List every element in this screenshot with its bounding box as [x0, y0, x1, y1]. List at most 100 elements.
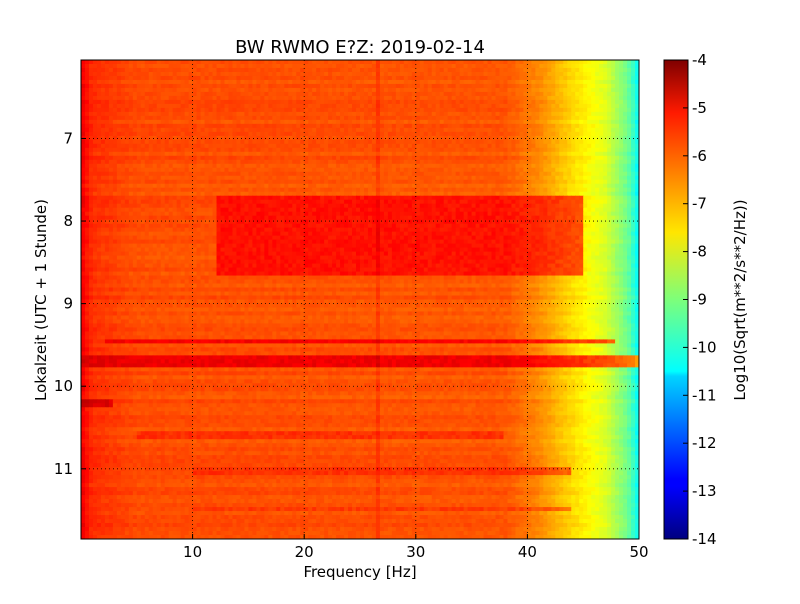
heatmap-cell — [388, 100, 393, 105]
heatmap-cell — [555, 176, 560, 181]
heatmap-cell — [193, 128, 198, 133]
heatmap-cell — [567, 100, 572, 105]
heatmap-cell — [117, 176, 122, 181]
heatmap-cell — [260, 92, 265, 97]
heatmap-cell — [292, 140, 297, 145]
heatmap-cell — [137, 100, 142, 105]
heatmap-cell — [603, 192, 608, 197]
heatmap-cell — [129, 156, 134, 161]
heatmap-cell — [408, 84, 413, 89]
heatmap-cell — [595, 132, 600, 137]
heatmap-cell — [575, 112, 580, 117]
heatmap-cell — [185, 200, 190, 205]
heatmap-cell — [611, 148, 616, 153]
heatmap-cell — [468, 108, 473, 113]
heatmap-cell — [615, 184, 620, 189]
heatmap-cell — [460, 180, 465, 185]
heatmap-cell — [268, 88, 273, 93]
heatmap-cell — [185, 196, 190, 201]
heatmap-cell — [396, 68, 401, 73]
heatmap-cell — [352, 136, 357, 141]
heatmap-cell — [519, 140, 524, 145]
heatmap-cell — [332, 84, 337, 89]
heatmap-cell — [503, 76, 508, 81]
heatmap-cell — [344, 120, 349, 125]
heatmap-cell — [424, 92, 429, 97]
heatmap-cell — [284, 64, 289, 69]
heatmap-cell — [308, 100, 313, 105]
heatmap-cell — [221, 168, 226, 173]
heatmap-cell — [424, 140, 429, 145]
heatmap-cell — [244, 76, 249, 81]
heatmap-cell — [276, 196, 281, 201]
heatmap-cell — [631, 180, 636, 185]
heatmap-cell — [89, 176, 94, 181]
heatmap-cell — [476, 192, 481, 197]
heatmap-cell — [555, 188, 560, 193]
heatmap-cell — [304, 176, 309, 181]
heatmap-cell — [583, 108, 588, 113]
heatmap-cell — [133, 140, 138, 145]
heatmap-cell — [432, 68, 437, 73]
heatmap-cell — [320, 148, 325, 153]
heatmap-cell — [201, 72, 206, 77]
heatmap-cell — [631, 172, 636, 177]
heatmap-cell — [320, 132, 325, 137]
heatmap-cell — [356, 72, 361, 77]
heatmap-cell — [503, 92, 508, 97]
heatmap-cell — [364, 164, 369, 169]
heatmap-cell — [416, 92, 421, 97]
heatmap-cell — [352, 196, 357, 201]
heatmap-cell — [535, 64, 540, 69]
heatmap-cell — [408, 176, 413, 181]
heatmap-cell — [480, 60, 485, 65]
heatmap-cell — [388, 92, 393, 97]
heatmap-cell — [368, 72, 373, 77]
heatmap-cell — [587, 152, 592, 157]
heatmap-cell — [328, 160, 333, 165]
heatmap-cell — [623, 160, 628, 165]
heatmap-cell — [260, 176, 265, 181]
heatmap-cell — [503, 184, 508, 189]
heatmap-cell — [515, 132, 520, 137]
heatmap-cell — [149, 176, 154, 181]
heatmap-cell — [559, 72, 564, 77]
heatmap-cell — [129, 104, 134, 109]
heatmap-cell — [452, 144, 457, 149]
heatmap-cell — [232, 168, 237, 173]
heatmap-cell — [276, 140, 281, 145]
heatmap-cell — [224, 120, 229, 125]
heatmap-cell — [408, 80, 413, 85]
heatmap-cell — [324, 104, 329, 109]
heatmap-cell — [460, 128, 465, 133]
heatmap-cell — [515, 124, 520, 129]
heatmap-cell — [456, 164, 461, 169]
heatmap-cell — [149, 80, 154, 85]
heatmap-cell — [121, 176, 126, 181]
heatmap-cell — [519, 80, 524, 85]
heatmap-cell — [336, 60, 341, 65]
heatmap-cell — [432, 144, 437, 149]
heatmap-cell — [193, 60, 198, 65]
heatmap-cell — [256, 84, 261, 89]
heatmap-cell — [400, 116, 405, 121]
heatmap-cell — [348, 104, 353, 109]
heatmap-cell — [129, 152, 134, 157]
heatmap-cell — [209, 96, 214, 101]
heatmap-cell — [356, 192, 361, 197]
heatmap-cell — [153, 172, 158, 177]
heatmap-cell — [464, 160, 469, 165]
heatmap-cell — [276, 180, 281, 185]
heatmap-cell — [93, 76, 98, 81]
heatmap-cell — [248, 96, 253, 101]
heatmap-cell — [185, 120, 190, 125]
heatmap-cell — [424, 76, 429, 81]
heatmap-cell — [547, 92, 552, 97]
heatmap-cell — [595, 72, 600, 77]
heatmap-cell — [217, 80, 222, 85]
heatmap-cell — [595, 100, 600, 105]
heatmap-cell — [404, 96, 409, 101]
heatmap-cell — [424, 96, 429, 101]
heatmap-cell — [232, 112, 237, 117]
heatmap-cell — [268, 144, 273, 149]
